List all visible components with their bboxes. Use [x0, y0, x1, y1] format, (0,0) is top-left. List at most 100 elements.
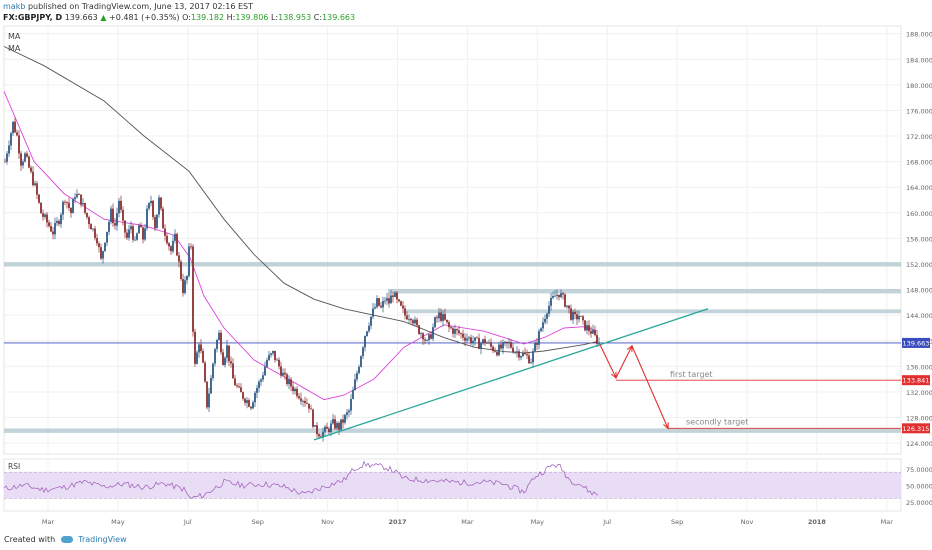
candle[interactable]	[390, 295, 392, 304]
candle[interactable]	[256, 388, 258, 393]
candle[interactable]	[488, 342, 490, 344]
candle[interactable]	[586, 325, 588, 331]
candle[interactable]	[226, 345, 228, 358]
candle[interactable]	[60, 214, 62, 225]
candle[interactable]	[406, 315, 408, 320]
candle[interactable]	[326, 426, 328, 429]
candle[interactable]	[456, 329, 458, 331]
candle[interactable]	[188, 246, 190, 276]
projection-path[interactable]	[599, 344, 669, 429]
candle[interactable]	[522, 353, 524, 357]
candle[interactable]	[576, 314, 578, 320]
candle[interactable]	[442, 313, 444, 321]
candle[interactable]	[128, 229, 130, 238]
rsi-line[interactable]	[3, 460, 599, 499]
candle[interactable]	[56, 220, 58, 223]
candle[interactable]	[494, 350, 496, 352]
candle[interactable]	[152, 200, 154, 218]
candle[interactable]	[154, 217, 156, 229]
candle[interactable]	[196, 352, 198, 364]
candle[interactable]	[346, 412, 348, 415]
candle[interactable]	[356, 373, 358, 380]
candle[interactable]	[52, 231, 54, 235]
candle[interactable]	[482, 339, 484, 344]
candle[interactable]	[394, 292, 396, 297]
candle[interactable]	[236, 385, 238, 387]
candle[interactable]	[324, 426, 326, 432]
candle[interactable]	[438, 312, 440, 319]
candle[interactable]	[378, 298, 380, 306]
candle[interactable]	[532, 351, 534, 363]
candle[interactable]	[204, 362, 206, 382]
candle[interactable]	[38, 194, 40, 203]
candle[interactable]	[110, 208, 112, 222]
candle[interactable]	[454, 329, 456, 334]
candle[interactable]	[234, 378, 236, 386]
candle[interactable]	[434, 317, 436, 328]
candle[interactable]	[382, 301, 384, 308]
candle[interactable]	[148, 203, 150, 209]
candle[interactable]	[362, 347, 364, 357]
candle[interactable]	[62, 201, 64, 215]
candle[interactable]	[50, 226, 52, 232]
candle[interactable]	[252, 402, 254, 409]
candle[interactable]	[458, 330, 460, 334]
candle[interactable]	[580, 315, 582, 317]
candle[interactable]	[528, 355, 530, 364]
candle[interactable]	[374, 307, 376, 309]
candle[interactable]	[8, 145, 10, 154]
candle[interactable]	[228, 345, 230, 362]
candle[interactable]	[350, 398, 352, 411]
candle[interactable]	[536, 343, 538, 345]
candle[interactable]	[138, 225, 140, 234]
candle[interactable]	[414, 319, 416, 324]
candle[interactable]	[4, 161, 6, 163]
candle[interactable]	[550, 297, 552, 306]
candle[interactable]	[340, 419, 342, 430]
candle[interactable]	[98, 243, 100, 248]
candle[interactable]	[450, 327, 452, 329]
candle[interactable]	[130, 226, 132, 230]
candle[interactable]	[270, 353, 272, 355]
candle[interactable]	[352, 390, 354, 399]
candle[interactable]	[552, 296, 554, 298]
candle[interactable]	[246, 400, 248, 403]
candle[interactable]	[466, 338, 468, 341]
candle[interactable]	[174, 233, 176, 241]
candle[interactable]	[198, 344, 200, 353]
candle[interactable]	[118, 200, 120, 214]
candle[interactable]	[408, 318, 410, 320]
candle[interactable]	[164, 228, 166, 236]
candle[interactable]	[268, 354, 270, 360]
candle[interactable]	[104, 242, 106, 252]
candle[interactable]	[366, 331, 368, 337]
candle[interactable]	[214, 349, 216, 364]
candle[interactable]	[44, 214, 46, 217]
candle[interactable]	[274, 350, 276, 361]
candle[interactable]	[260, 379, 262, 382]
candle[interactable]	[452, 328, 454, 334]
candle[interactable]	[176, 233, 178, 256]
candle[interactable]	[212, 363, 214, 378]
candle[interactable]	[18, 135, 20, 154]
ma-indicator-label[interactable]: MA	[8, 32, 21, 41]
ma-indicator-label-2[interactable]: MA	[8, 44, 21, 53]
candle[interactable]	[146, 208, 148, 229]
candle[interactable]	[92, 228, 94, 230]
candle[interactable]	[96, 238, 98, 244]
candle[interactable]	[318, 434, 320, 437]
candle[interactable]	[250, 406, 252, 409]
author-link[interactable]: makb	[3, 2, 26, 11]
sr-zone[interactable]	[4, 428, 901, 433]
candle[interactable]	[322, 431, 324, 438]
candle[interactable]	[126, 232, 128, 238]
candle[interactable]	[496, 351, 498, 356]
candle[interactable]	[448, 322, 450, 328]
candle[interactable]	[46, 214, 48, 223]
candle[interactable]	[306, 403, 308, 404]
candle[interactable]	[22, 161, 24, 166]
candle[interactable]	[596, 335, 598, 344]
candle[interactable]	[282, 372, 284, 376]
candle[interactable]	[316, 425, 318, 435]
candle[interactable]	[308, 403, 310, 409]
